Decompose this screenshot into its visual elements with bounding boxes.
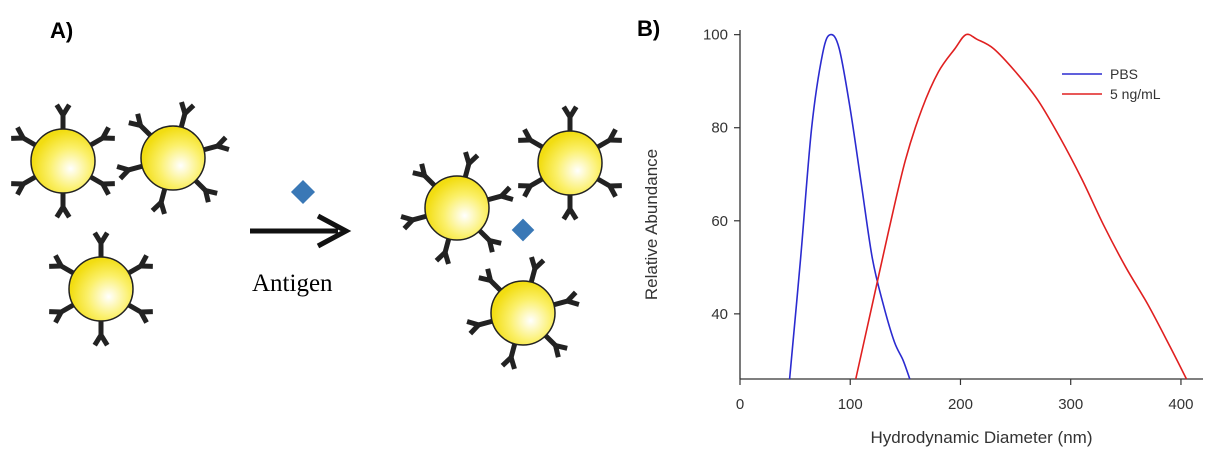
nanoparticle	[49, 231, 153, 347]
nanoparticle	[116, 101, 230, 215]
nanoparticle	[11, 103, 115, 219]
y-tick-label: 40	[711, 306, 728, 323]
x-tick-label: 100	[838, 396, 863, 413]
gold-particle-icon	[68, 256, 134, 322]
x-axis-title: Hydrodynamic Diameter (nm)	[871, 428, 1093, 447]
reaction-arrow	[250, 213, 352, 249]
y-axis-title: Relative Abundance	[642, 149, 661, 300]
aggregation-schematic	[11, 101, 622, 370]
chart-axes: 0 100 200 300 400 40 60 80 100	[703, 27, 1203, 413]
nanoparticle	[518, 105, 622, 221]
panel-b-label: B)	[637, 16, 661, 41]
legend-label: 5 ng/mL	[1110, 86, 1161, 102]
x-tick-label: 300	[1058, 396, 1083, 413]
series-line-0	[788, 33, 911, 380]
nanoparticle	[400, 151, 514, 265]
x-tick-label: 200	[948, 396, 973, 413]
y-tick-label: 80	[711, 120, 728, 137]
y-tick-label: 60	[711, 213, 728, 230]
y-tick-label: 100	[703, 27, 728, 44]
gold-particle-icon	[537, 130, 603, 196]
x-tick-label: 400	[1168, 396, 1193, 413]
nanoparticle	[466, 256, 580, 370]
panel-a-label: A)	[50, 18, 74, 43]
gold-particle-icon	[30, 128, 96, 194]
series-line-1	[854, 33, 1188, 380]
antigen-diamond-icon	[290, 179, 316, 205]
x-tick-label: 0	[736, 396, 744, 413]
chart-legend: PBS 5 ng/mL	[1062, 66, 1161, 102]
arrow-label-antigen: Antigen	[252, 270, 333, 297]
gold-particle-icon	[490, 280, 556, 346]
legend-label: PBS	[1110, 66, 1138, 82]
chart-series	[788, 33, 1188, 380]
gold-particle-icon	[424, 175, 490, 241]
gold-particle-icon	[140, 125, 206, 191]
